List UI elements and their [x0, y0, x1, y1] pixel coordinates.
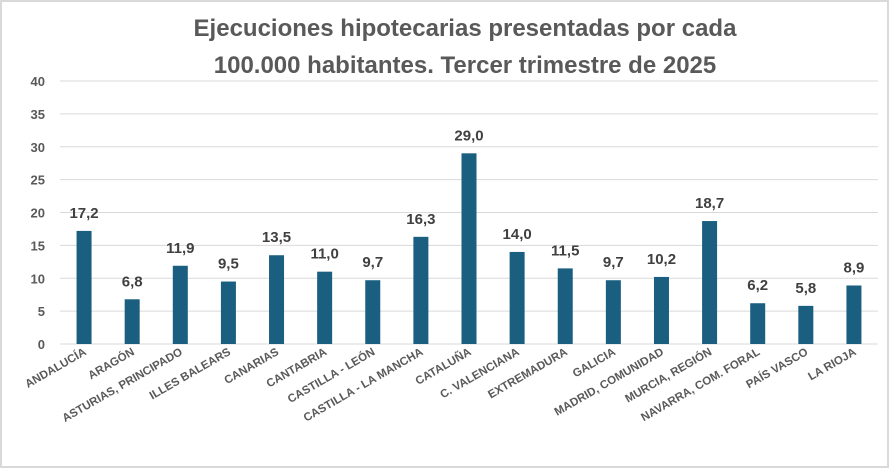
y-tick-label: 30	[31, 140, 45, 155]
y-tick-label: 25	[31, 173, 45, 188]
data-label: 5,8	[795, 280, 816, 297]
bar	[269, 255, 285, 344]
x-tick-label: ILLES BALEARS	[148, 346, 233, 402]
bar	[750, 303, 766, 344]
bar	[413, 236, 429, 344]
data-label: 9,7	[603, 254, 624, 271]
data-label: 6,8	[122, 273, 143, 290]
data-label: 14,0	[503, 226, 532, 243]
y-tick-label: 5	[38, 304, 45, 319]
data-label: 11,0	[310, 246, 338, 263]
bar	[461, 153, 477, 344]
data-label: 11,9	[166, 240, 194, 257]
y-tick-label: 40	[31, 74, 45, 89]
data-label: 18,7	[695, 195, 724, 212]
bar	[220, 281, 236, 344]
x-tick-label: C. VALENCIANA	[438, 346, 521, 401]
data-label: 8,9	[844, 259, 865, 276]
x-tick-label: LA RIOJA	[806, 346, 858, 383]
data-label: 6,2	[747, 277, 768, 294]
bar	[172, 265, 188, 344]
bar	[317, 271, 333, 344]
bar	[702, 221, 718, 344]
data-label: 16,3	[406, 211, 435, 228]
bar	[557, 268, 573, 344]
y-tick-label: 15	[31, 238, 45, 253]
data-label: 9,5	[218, 256, 239, 273]
x-tick-label: EXTREMADURA	[486, 346, 569, 401]
data-label: 13,5	[262, 229, 291, 246]
chart-title-line-2: 100.000 habitantes. Tercer trimestre de …	[214, 52, 717, 79]
bar	[798, 305, 814, 344]
bar	[846, 285, 862, 344]
data-label: 10,2	[647, 251, 676, 268]
data-label: 11,5	[551, 242, 579, 259]
chart-title-line-1: Ejecuciones hipotecarias presentadas por…	[194, 15, 738, 42]
y-tick-label: 35	[31, 107, 45, 122]
bar	[365, 280, 381, 344]
y-tick-label: 10	[31, 271, 45, 286]
bar	[76, 230, 92, 344]
data-label: 29,0	[454, 127, 483, 144]
bar	[653, 276, 669, 344]
bar	[124, 299, 140, 344]
x-tick-label: ANDALUCÍA	[23, 345, 89, 390]
data-label: 17,2	[69, 205, 98, 222]
y-tick-label: 0	[38, 337, 45, 352]
data-label: 9,7	[362, 254, 383, 271]
bar	[605, 280, 621, 344]
bar	[509, 251, 525, 344]
y-tick-label: 20	[31, 206, 45, 221]
